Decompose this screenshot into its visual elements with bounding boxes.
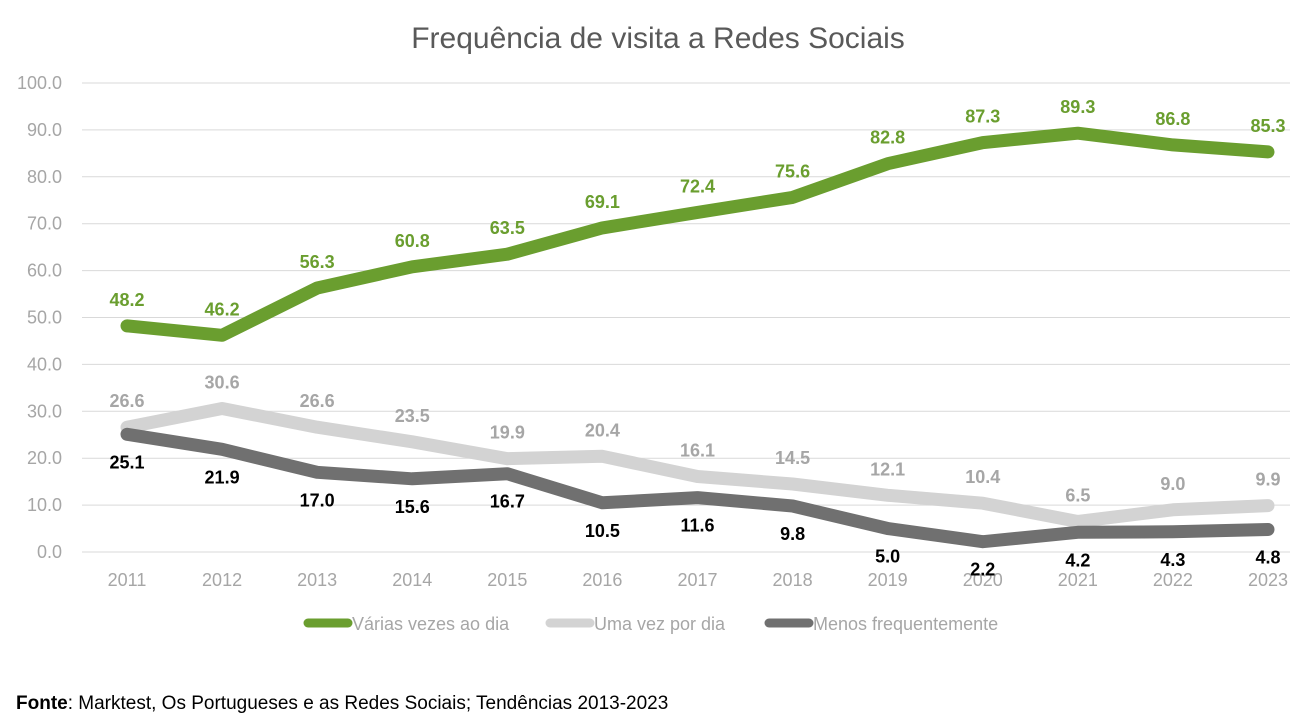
data-label: 10.5	[585, 521, 620, 541]
data-label: 69.1	[585, 192, 620, 212]
legend-label: Menos frequentemente	[813, 614, 998, 634]
data-label: 60.8	[395, 231, 430, 251]
x-tick-label: 2012	[202, 570, 242, 590]
chart-title: Frequência de visita a Redes Sociais	[411, 22, 905, 55]
data-label: 6.5	[1065, 486, 1090, 506]
legend-label: Uma vez por dia	[594, 614, 726, 634]
series-line-menos-frequentemente	[120, 427, 1275, 549]
data-label: 20.4	[585, 420, 620, 440]
line-chart: Frequência de visita a Redes Sociais 0.0…	[17, 22, 1290, 634]
y-tick-label: 100.0	[17, 73, 62, 93]
data-label: 9.0	[1160, 474, 1185, 494]
data-label: 89.3	[1060, 97, 1095, 117]
x-tick-label: 2023	[1248, 570, 1288, 590]
data-label: 25.1	[109, 452, 144, 472]
data-label: 26.6	[109, 391, 144, 411]
x-tick-label: 2020	[963, 570, 1003, 590]
y-tick-label: 80.0	[27, 167, 62, 187]
data-label: 46.2	[205, 299, 240, 319]
data-label: 23.5	[395, 406, 430, 426]
source-note: Fonte: Marktest, Os Portugueses e as Red…	[16, 693, 668, 715]
x-tick-label: 2021	[1058, 570, 1098, 590]
data-label: 63.5	[490, 218, 525, 238]
data-label: 10.4	[965, 467, 1000, 487]
legend: Várias vezes ao dia Uma vez por dia Menos …	[303, 614, 998, 634]
data-label: 15.6	[395, 497, 430, 517]
y-tick-label: 60.0	[27, 261, 62, 281]
data-label: 12.1	[870, 459, 905, 479]
data-label: 86.8	[1155, 109, 1190, 129]
y-tick-label: 40.0	[27, 354, 62, 374]
data-label: 4.2	[1065, 550, 1090, 570]
x-tick-label: 2011	[108, 570, 147, 590]
data-label: 4.3	[1160, 550, 1185, 570]
data-label: 48.2	[109, 290, 144, 310]
x-tick-label: 2017	[677, 570, 717, 590]
data-label: 5.0	[875, 547, 900, 567]
x-axis-ticks: 2011 2012 2013 2014 2015 2016 2017 2018 2019 2020…	[108, 570, 1288, 590]
y-tick-label: 50.0	[27, 308, 62, 328]
data-label: 21.9	[205, 467, 240, 487]
data-label: 26.6	[300, 391, 335, 411]
data-label: 75.6	[775, 161, 810, 181]
y-tick-label: 30.0	[27, 401, 62, 421]
x-tick-label: 2018	[773, 570, 813, 590]
data-label: 17.0	[300, 490, 335, 510]
data-label: 4.8	[1255, 547, 1280, 567]
x-tick-label: 2022	[1153, 570, 1193, 590]
data-label: 19.9	[490, 423, 525, 443]
data-label: 16.7	[490, 492, 525, 512]
y-tick-label: 20.0	[27, 448, 62, 468]
data-label: 85.3	[1250, 116, 1285, 136]
x-tick-label: 2014	[392, 570, 432, 590]
y-tick-label: 0.0	[37, 542, 62, 562]
x-tick-label: 2013	[297, 570, 337, 590]
data-label: 11.6	[680, 516, 714, 536]
series-line-uma-vez-por-dia	[120, 402, 1275, 528]
data-label: 14.5	[775, 448, 810, 468]
data-label: 72.4	[680, 176, 715, 196]
y-tick-label: 70.0	[27, 214, 62, 234]
y-axis-ticks: 0.0 10.0 20.0 30.0 40.0 50.0 60.0 70.0 80.0 90.0 1…	[17, 73, 62, 562]
x-tick-label: 2015	[487, 570, 527, 590]
data-label: 9.8	[780, 524, 805, 544]
data-label: 16.1	[680, 440, 715, 460]
series-lines	[120, 126, 1275, 549]
legend-label: Várias vezes ao dia	[352, 614, 510, 634]
data-label: 2.2	[970, 560, 995, 580]
data-label: 9.9	[1255, 470, 1280, 490]
data-label: 82.8	[870, 128, 905, 148]
data-label: 87.3	[965, 107, 1000, 127]
y-tick-label: 10.0	[27, 495, 62, 515]
series-line-várias-vezes-ao-dia	[120, 126, 1275, 342]
data-label: 30.6	[205, 372, 240, 392]
data-label: 56.3	[300, 252, 335, 272]
x-tick-label: 2016	[582, 570, 622, 590]
data-labels: 48.2 46.2 56.3 60.8 63.5 69.1 72.4 75.6 82.8 87.3…	[109, 97, 1285, 579]
source-label: Fonte	[16, 693, 68, 714]
source-text: : Marktest, Os Portugueses e as Redes So…	[67, 693, 669, 714]
y-tick-label: 90.0	[27, 120, 62, 140]
x-tick-label: 2019	[868, 570, 908, 590]
